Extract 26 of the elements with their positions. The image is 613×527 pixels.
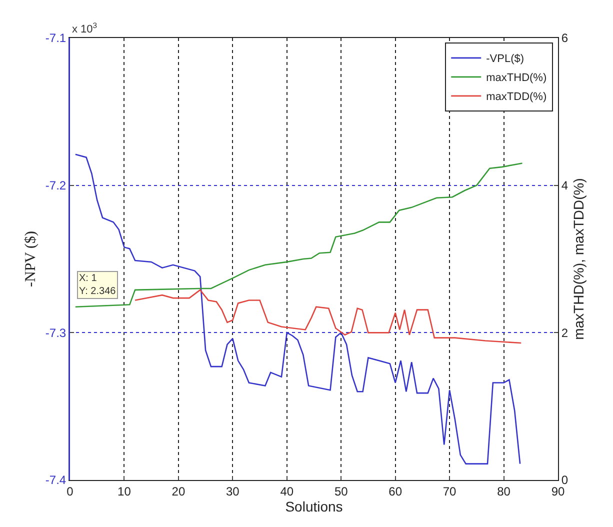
y2-tick-label: 2 [561, 326, 568, 340]
x-tick-label: 40 [280, 484, 294, 498]
y-axis-title: -NPV ($) [22, 231, 39, 287]
legend-label: maxTDD(%) [486, 91, 547, 104]
y-tick-label: -7.1 [45, 31, 66, 46]
y2-axis-title: maxTHD(%), maxTDD(%) [570, 178, 587, 340]
text: x 10$^{3}$ [72, 21, 98, 36]
y2-tick-label: 4 [561, 178, 568, 193]
y2-tick-label: 6 [561, 31, 568, 46]
y-tick-label: -7.4 [45, 473, 66, 488]
x-tick-label: 0 [66, 484, 74, 498]
legend-label: -VPL($) [486, 53, 524, 66]
x-tick-label: 60 [388, 484, 402, 498]
x-tick-label: 10 [118, 484, 132, 498]
x-tick-label: 20 [172, 484, 186, 498]
x-tick-label: 80 [497, 484, 511, 498]
line-series [134, 289, 522, 344]
y-tick-label: -7.2 [45, 178, 66, 193]
line-series [74, 162, 523, 308]
x-axis-title: Solutions [285, 498, 343, 515]
annotation: X: 1 Y: 2.346 [79, 273, 116, 297]
x-tick-label: 50 [334, 484, 348, 498]
x-tick-label: 70 [442, 484, 457, 498]
legend-label: maxTHD(%) [486, 72, 547, 84]
x-tick-label: 30 [226, 484, 240, 498]
y-tick-label: -7.3 [45, 326, 66, 340]
